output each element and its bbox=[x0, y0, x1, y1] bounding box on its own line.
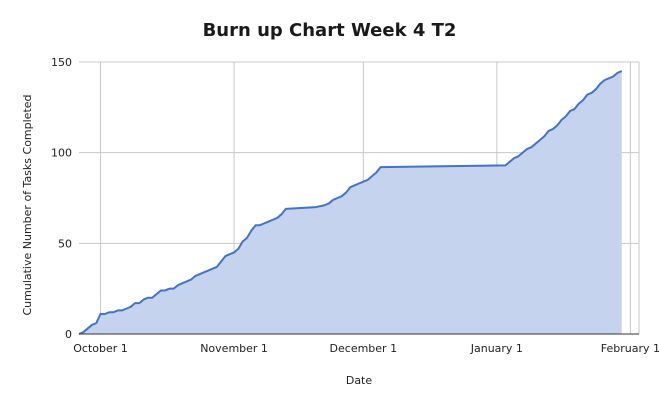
x-tick-label: December 1 bbox=[330, 342, 398, 355]
x-tick-label: February 1 bbox=[601, 342, 659, 355]
y-tick-label: 150 bbox=[51, 56, 72, 69]
y-tick-label: 50 bbox=[58, 237, 72, 250]
series-area-fill bbox=[79, 71, 622, 334]
x-axis-label: Date bbox=[346, 374, 373, 387]
x-tick-label: October 1 bbox=[73, 342, 128, 355]
y-axis-label: Cumulative Number of Tasks Completed bbox=[21, 94, 34, 315]
series-line bbox=[78, 70, 623, 335]
y-tick-label: 100 bbox=[51, 147, 72, 160]
x-tick-label: November 1 bbox=[200, 342, 268, 355]
y-tick-label: 0 bbox=[65, 328, 72, 341]
y-axis-ticks: 0 50 100 150 bbox=[51, 56, 72, 341]
plot-area bbox=[78, 70, 639, 335]
chart-title: Burn up Chart Week 4 T2 bbox=[203, 20, 457, 41]
x-tick-label: January 1 bbox=[470, 342, 523, 355]
x-axis-ticks: October 1 November 1 December 1 January 1 Fe… bbox=[73, 342, 659, 355]
